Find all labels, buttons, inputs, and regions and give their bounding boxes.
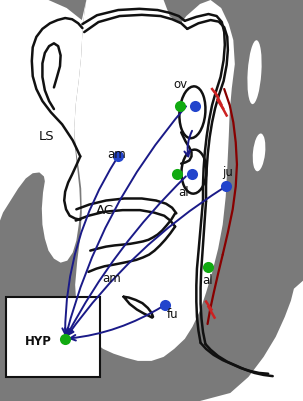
Ellipse shape (179, 86, 205, 138)
Polygon shape (200, 281, 303, 401)
Text: AC: AC (95, 204, 114, 217)
Polygon shape (74, 0, 235, 361)
Text: al: al (178, 186, 189, 199)
Text: ju: ju (222, 166, 233, 179)
Text: am: am (107, 148, 126, 161)
FancyBboxPatch shape (6, 297, 100, 377)
Ellipse shape (248, 40, 261, 104)
Ellipse shape (181, 150, 206, 194)
Text: LS: LS (39, 130, 55, 143)
Text: HYP: HYP (25, 335, 51, 348)
Ellipse shape (253, 134, 265, 171)
Text: ov: ov (173, 78, 187, 91)
Polygon shape (0, 0, 86, 263)
Text: fu: fu (167, 308, 178, 321)
Text: am: am (103, 272, 122, 285)
Text: al: al (202, 274, 213, 287)
